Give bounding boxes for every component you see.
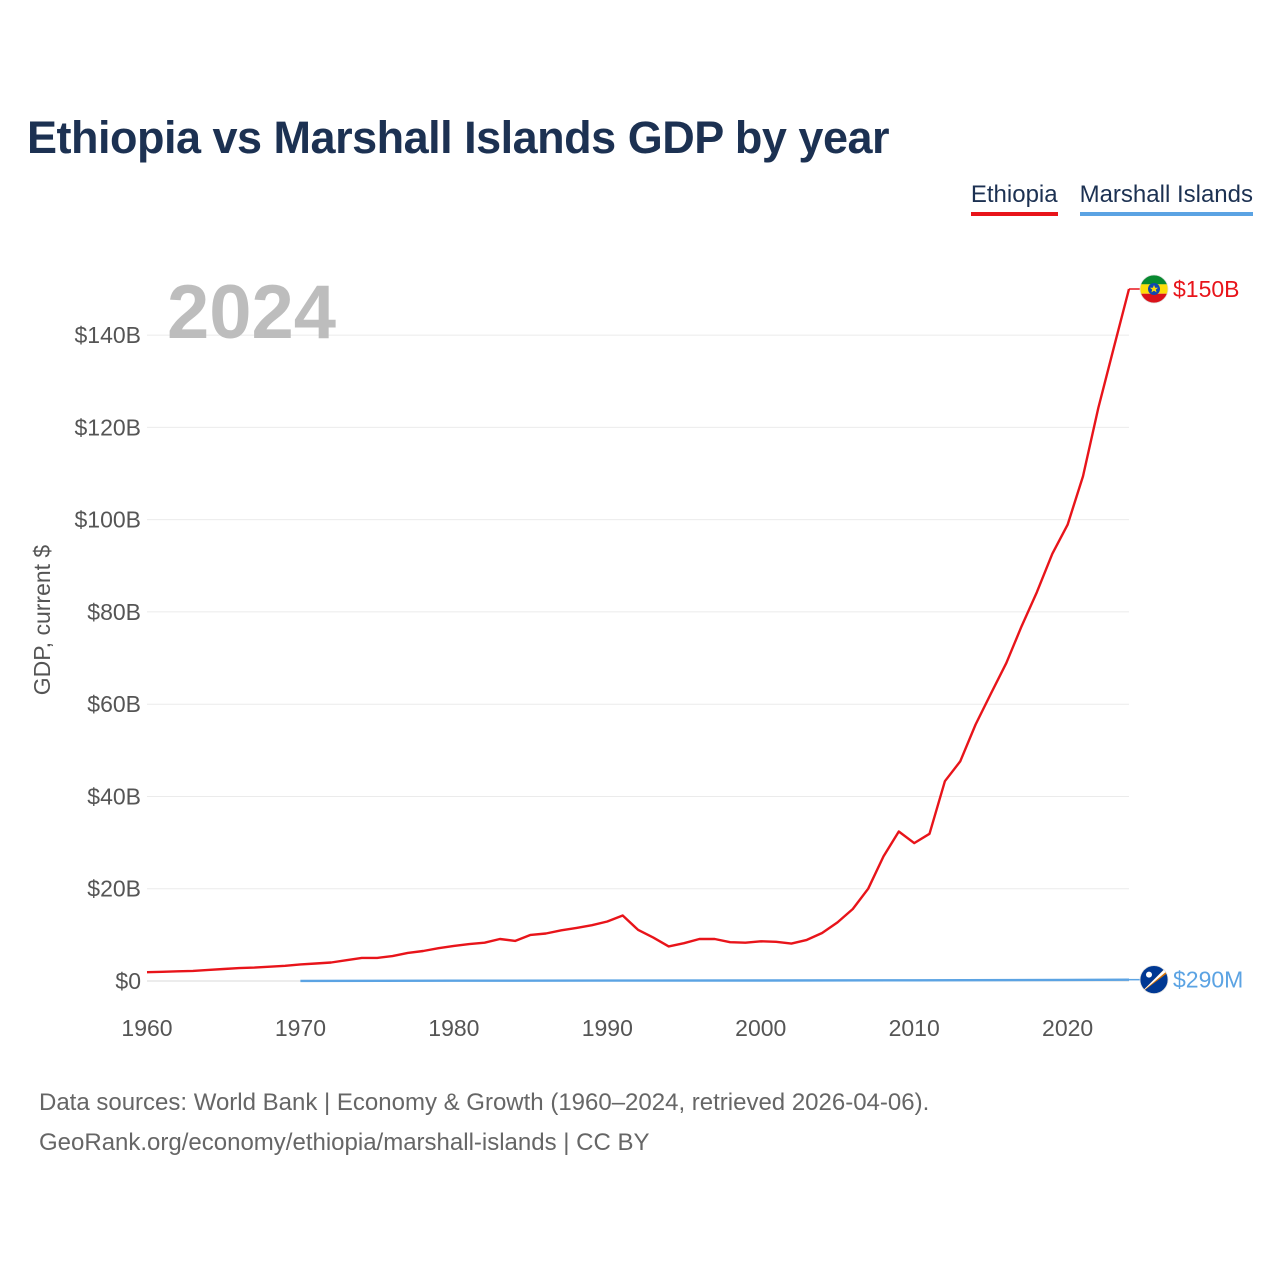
grid-lines — [147, 334, 1129, 982]
y-tick-label: $0 — [115, 968, 141, 994]
x-tick-label: 1980 — [428, 1015, 479, 1041]
x-tick-label: 2000 — [735, 1015, 786, 1041]
source-url: GeoRank.org/economy/ethiopia/marshall-is… — [39, 1129, 650, 1156]
x-tick-label: 2010 — [889, 1015, 940, 1041]
data-sources: Data sources: World Bank | Economy & Gro… — [39, 1089, 930, 1116]
ethiopia-flag-icon — [1139, 274, 1169, 304]
legend-item-ethiopia[interactable]: Ethiopia — [970, 181, 1058, 216]
current-year-label: 2024 — [167, 270, 336, 355]
footer: Data sources: World Bank | Economy & Gro… — [39, 1083, 929, 1163]
x-tick-label: 1960 — [121, 1015, 172, 1041]
y-tick-label: $20B — [87, 876, 141, 902]
series-end-markers: $150B $290M — [1129, 274, 1243, 995]
line-chart: $0$20B$40B$60B$80B$100B$120B$140B 1960 19… — [29, 270, 1243, 1041]
series-lines — [146, 288, 1131, 983]
series-line-marshall-islands — [300, 978, 1130, 983]
y-tick-label: $100B — [74, 507, 141, 533]
y-axis-label: GDP, current $ — [29, 545, 55, 696]
y-tick-label: $80B — [87, 599, 141, 625]
x-axis-ticks: 1960 1970 1980 1990 2000 2010 2020 — [121, 1015, 1093, 1041]
legend-item-marshall-islands[interactable]: Marshall Islands — [1079, 181, 1253, 216]
x-tick-label: 1970 — [275, 1015, 326, 1041]
y-tick-label: $120B — [74, 414, 141, 440]
end-value-label: $290M — [1173, 967, 1243, 993]
chart-title: Ethiopia vs Marshall Islands GDP by year — [27, 112, 890, 163]
y-tick-label: $140B — [74, 322, 141, 348]
y-tick-label: $40B — [87, 783, 141, 809]
x-tick-label: 2020 — [1042, 1015, 1093, 1041]
marshall-islands-flag-icon — [1139, 965, 1169, 995]
x-tick-label: 1990 — [582, 1015, 633, 1041]
y-axis-ticks: $0 $20B $40B $60B $80B $100B $120B $140B — [74, 322, 141, 994]
series-line-ethiopia — [146, 288, 1131, 974]
y-tick-label: $60B — [87, 691, 141, 717]
end-value-label: $150B — [1173, 276, 1240, 302]
legend: Ethiopia Marshall Islands — [970, 181, 1253, 216]
